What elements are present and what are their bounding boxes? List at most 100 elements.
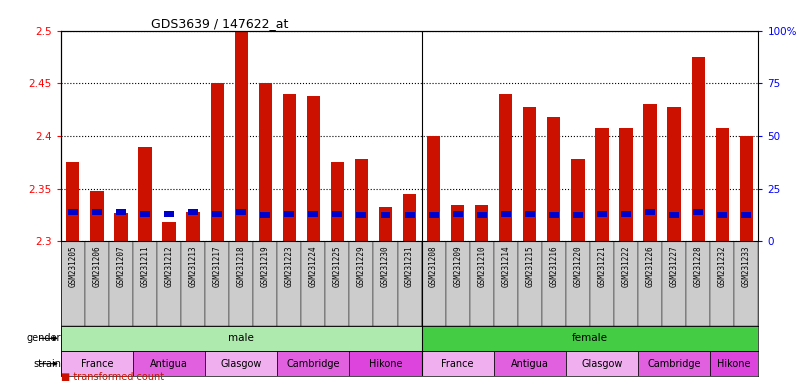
Text: GSM231218: GSM231218 bbox=[237, 246, 246, 287]
Text: Antigua: Antigua bbox=[150, 359, 188, 369]
Text: female: female bbox=[572, 333, 608, 343]
Text: GSM231232: GSM231232 bbox=[718, 246, 727, 287]
Text: gender: gender bbox=[27, 333, 62, 343]
Bar bbox=[260, 212, 270, 218]
Bar bbox=[211, 83, 224, 242]
Text: GSM231205: GSM231205 bbox=[68, 246, 77, 287]
Text: France: France bbox=[441, 359, 474, 369]
Text: GSM231225: GSM231225 bbox=[333, 246, 342, 287]
Text: GSM231233: GSM231233 bbox=[742, 246, 751, 287]
Text: GSM231215: GSM231215 bbox=[526, 246, 534, 287]
Text: GSM231211: GSM231211 bbox=[140, 246, 149, 287]
FancyBboxPatch shape bbox=[109, 242, 133, 326]
Bar bbox=[621, 212, 631, 217]
FancyBboxPatch shape bbox=[61, 351, 133, 376]
Bar bbox=[139, 147, 152, 242]
FancyBboxPatch shape bbox=[494, 242, 517, 326]
Text: GSM231210: GSM231210 bbox=[477, 246, 487, 287]
FancyBboxPatch shape bbox=[662, 242, 686, 326]
FancyBboxPatch shape bbox=[422, 326, 758, 351]
FancyBboxPatch shape bbox=[181, 242, 205, 326]
FancyBboxPatch shape bbox=[253, 242, 277, 326]
Bar bbox=[451, 205, 464, 242]
Text: GSM231228: GSM231228 bbox=[693, 246, 702, 287]
Bar bbox=[501, 212, 511, 217]
FancyBboxPatch shape bbox=[205, 242, 230, 326]
Text: GSM231226: GSM231226 bbox=[646, 246, 654, 287]
Text: Glasgow: Glasgow bbox=[581, 359, 623, 369]
FancyBboxPatch shape bbox=[325, 242, 350, 326]
Text: Cambridge: Cambridge bbox=[647, 359, 701, 369]
Text: strain: strain bbox=[33, 359, 62, 369]
FancyBboxPatch shape bbox=[710, 242, 734, 326]
Text: Glasgow: Glasgow bbox=[221, 359, 262, 369]
Bar bbox=[67, 162, 79, 242]
FancyBboxPatch shape bbox=[350, 242, 374, 326]
FancyBboxPatch shape bbox=[133, 351, 205, 376]
FancyBboxPatch shape bbox=[302, 242, 325, 326]
Bar bbox=[331, 162, 344, 242]
Text: GSM231227: GSM231227 bbox=[670, 246, 679, 287]
FancyBboxPatch shape bbox=[277, 242, 302, 326]
Bar bbox=[212, 212, 222, 217]
Text: GSM231206: GSM231206 bbox=[92, 246, 101, 287]
FancyBboxPatch shape bbox=[133, 242, 157, 326]
FancyBboxPatch shape bbox=[61, 326, 422, 351]
FancyBboxPatch shape bbox=[734, 242, 758, 326]
Text: GSM231229: GSM231229 bbox=[357, 246, 366, 287]
Bar bbox=[92, 209, 102, 215]
FancyBboxPatch shape bbox=[277, 351, 350, 376]
FancyBboxPatch shape bbox=[638, 351, 710, 376]
Bar bbox=[379, 207, 393, 242]
Bar bbox=[429, 212, 439, 218]
FancyBboxPatch shape bbox=[638, 242, 662, 326]
FancyBboxPatch shape bbox=[230, 242, 253, 326]
Bar bbox=[547, 117, 560, 242]
Bar bbox=[499, 94, 513, 242]
Text: GSM231224: GSM231224 bbox=[309, 246, 318, 287]
Text: GSM231207: GSM231207 bbox=[117, 246, 126, 287]
Text: France: France bbox=[80, 359, 114, 369]
Bar bbox=[571, 159, 585, 242]
Bar bbox=[403, 194, 416, 242]
Bar bbox=[620, 127, 633, 242]
FancyBboxPatch shape bbox=[710, 351, 758, 376]
Bar bbox=[380, 212, 390, 218]
Text: GSM231217: GSM231217 bbox=[212, 246, 221, 287]
Bar bbox=[715, 127, 729, 242]
Bar bbox=[741, 212, 751, 218]
Bar bbox=[525, 212, 534, 217]
Bar bbox=[308, 212, 318, 217]
Bar bbox=[692, 57, 705, 242]
Bar bbox=[114, 213, 127, 242]
Text: Cambridge: Cambridge bbox=[286, 359, 340, 369]
Bar bbox=[549, 212, 559, 218]
FancyBboxPatch shape bbox=[61, 242, 85, 326]
Bar bbox=[68, 209, 78, 215]
Bar bbox=[307, 96, 320, 242]
FancyBboxPatch shape bbox=[350, 351, 422, 376]
Bar bbox=[259, 83, 272, 242]
Text: GSM231220: GSM231220 bbox=[573, 246, 582, 287]
Text: ■ transformed count: ■ transformed count bbox=[61, 372, 164, 382]
Text: Hikone: Hikone bbox=[369, 359, 402, 369]
Bar bbox=[667, 107, 680, 242]
FancyBboxPatch shape bbox=[614, 242, 638, 326]
FancyBboxPatch shape bbox=[205, 351, 277, 376]
Text: Hikone: Hikone bbox=[718, 359, 751, 369]
FancyBboxPatch shape bbox=[542, 242, 566, 326]
Bar bbox=[597, 212, 607, 217]
Bar bbox=[573, 212, 583, 218]
Bar bbox=[740, 136, 753, 242]
Bar bbox=[645, 209, 655, 215]
Text: GSM231230: GSM231230 bbox=[381, 246, 390, 287]
Bar bbox=[333, 212, 342, 217]
FancyBboxPatch shape bbox=[566, 242, 590, 326]
Text: GSM231209: GSM231209 bbox=[453, 246, 462, 287]
Text: GSM231221: GSM231221 bbox=[598, 246, 607, 287]
Bar bbox=[234, 31, 248, 242]
Bar bbox=[283, 94, 296, 242]
Bar bbox=[188, 209, 198, 215]
Bar bbox=[717, 212, 727, 218]
Bar bbox=[477, 212, 487, 218]
